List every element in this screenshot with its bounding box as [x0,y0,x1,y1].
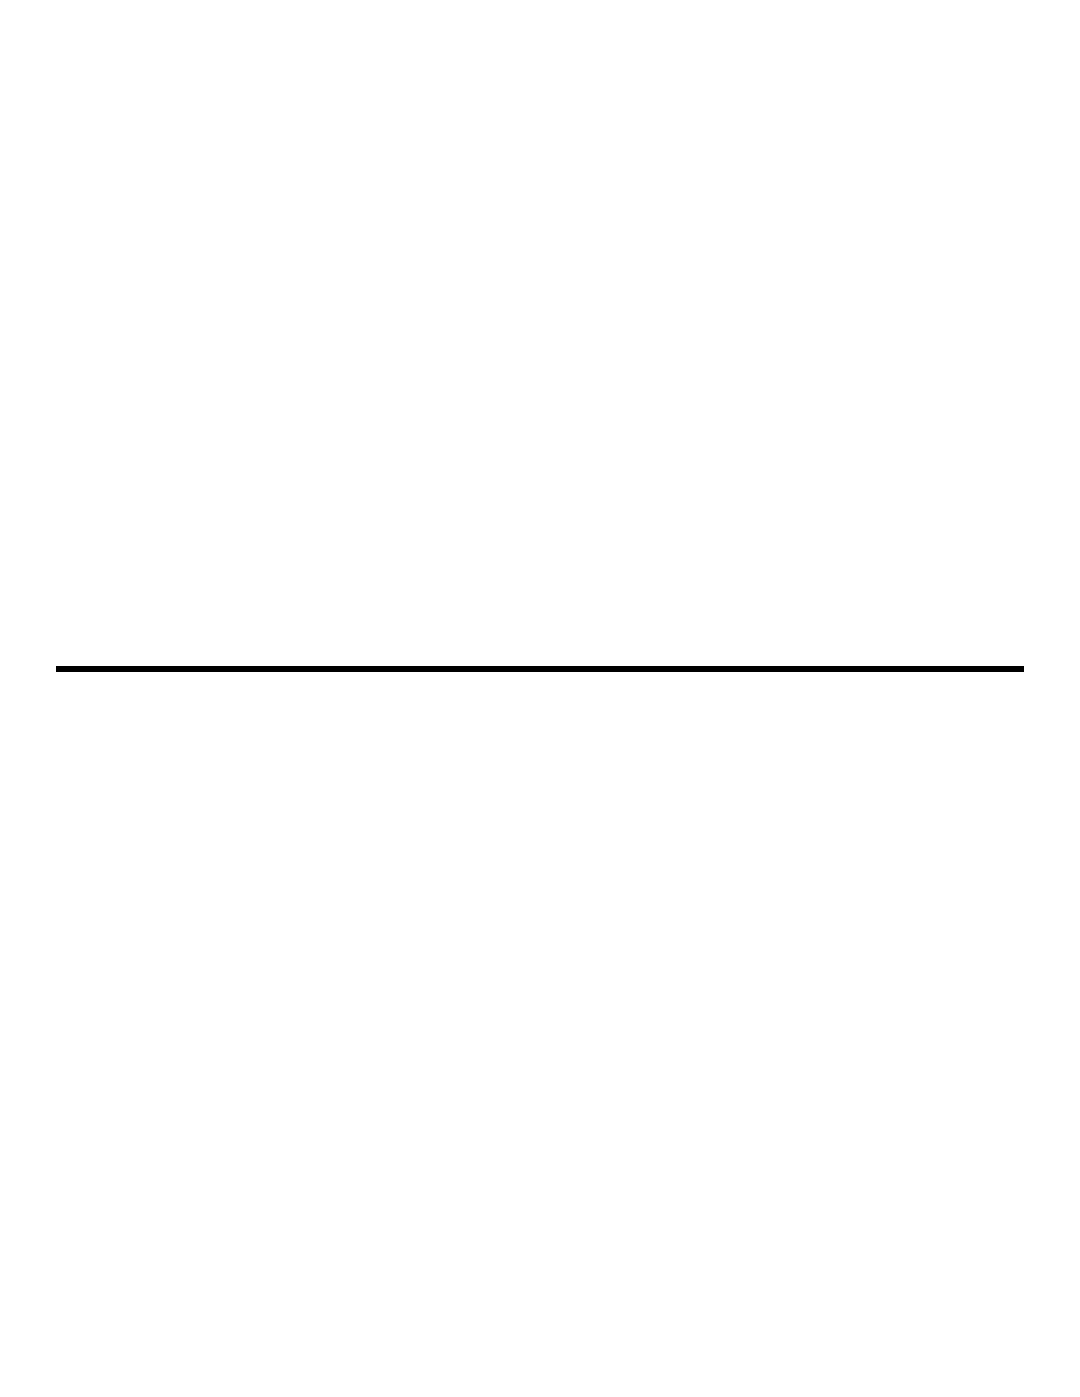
chart-frequency-response [103,134,483,334]
notice-bar [56,666,1024,672]
chart-impedance [597,134,977,334]
speaker-profile-left [120,570,400,660]
chart-overlay [597,344,977,544]
speaker-profile-right [680,570,960,660]
dimension-row [56,570,1024,660]
atlas-sound-logo [56,688,206,744]
chart-harmonics [103,344,483,544]
